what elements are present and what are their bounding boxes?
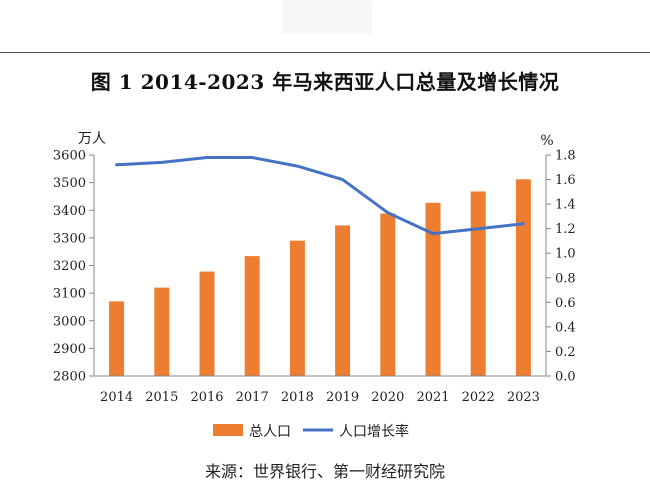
left-tick-label: 3000 <box>53 314 86 329</box>
x-tick-label: 2022 <box>462 390 495 405</box>
left-axis-unit: 万人 <box>78 131 106 147</box>
right-tick-label: 0.0 <box>555 370 576 385</box>
right-tick-label: 1.6 <box>555 173 576 188</box>
x-tick-label: 2019 <box>326 390 359 405</box>
x-tick-label: 2021 <box>416 390 449 405</box>
right-tick-label: 0.2 <box>555 345 576 360</box>
right-tick-label: 0.6 <box>555 296 576 311</box>
bar-2016 <box>199 271 215 376</box>
left-tick-label: 2900 <box>53 342 86 357</box>
bar-2021 <box>425 202 441 376</box>
right-tick-label: 1.4 <box>555 198 576 213</box>
legend-label-population: 总人口 <box>249 424 291 440</box>
bar-2015 <box>154 287 170 376</box>
bar-2020 <box>380 213 396 376</box>
growth-rate-line <box>115 156 525 236</box>
logo-watermark <box>282 0 372 34</box>
x-tick-label: 2023 <box>507 390 540 405</box>
right-tick-label: 0.4 <box>555 320 576 335</box>
left-tick-label: 3400 <box>53 204 86 219</box>
right-axis-unit: % <box>540 133 553 149</box>
left-tick-label: 3600 <box>53 149 86 164</box>
right-tick-label: 1.0 <box>555 247 576 262</box>
right-tick-label: 1.2 <box>555 222 576 237</box>
bar-2018 <box>289 240 305 376</box>
x-tick-label: 2015 <box>145 390 178 405</box>
header-divider <box>0 52 650 53</box>
x-tick-label: 2016 <box>190 390 223 405</box>
bar-2014 <box>109 301 125 376</box>
bar-2017 <box>244 256 260 376</box>
left-tick-label: 2800 <box>53 370 86 385</box>
right-tick-label: 1.8 <box>555 149 576 164</box>
legend-swatch-population <box>213 424 243 436</box>
bar-2019 <box>335 225 351 376</box>
x-tick-label: 2014 <box>100 390 133 405</box>
x-tick-label: 2018 <box>281 390 314 405</box>
x-tick-label: 2017 <box>236 390 269 405</box>
figure-title: 图 1 2014-2023 年马来西亚人口总量及增长情况 <box>90 70 560 94</box>
legend-label-growth: 人口增长率 <box>339 423 409 440</box>
source-note: 来源：世界银行、第一财经研究院 <box>204 462 445 481</box>
bar-2022 <box>470 191 486 376</box>
x-tick-label: 2020 <box>371 390 404 405</box>
bar-2023 <box>515 179 531 376</box>
left-tick-label: 3100 <box>53 287 86 302</box>
left-tick-label: 3300 <box>53 231 86 246</box>
left-tick-label: 3500 <box>53 176 86 191</box>
left-tick-label: 3200 <box>53 259 86 274</box>
right-tick-label: 0.8 <box>555 271 576 286</box>
